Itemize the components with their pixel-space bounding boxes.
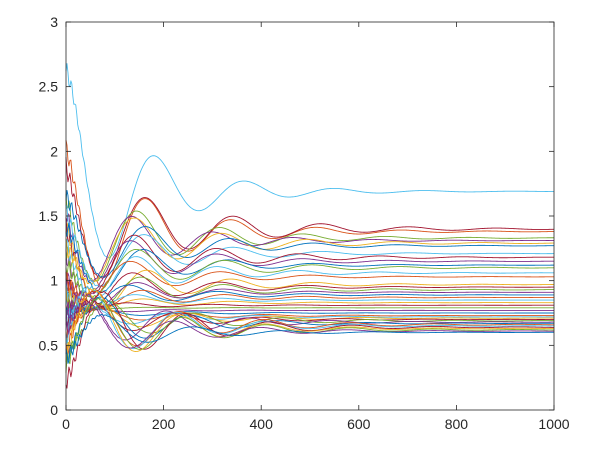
series-line-23	[65, 298, 554, 316]
series-line-34	[65, 289, 555, 357]
x-tick-label: 200	[152, 416, 176, 432]
y-tick-label: 2	[50, 143, 58, 159]
series-line-29	[65, 302, 554, 342]
series-line-37	[65, 288, 555, 369]
series-line-13	[65, 238, 555, 301]
series-line-8	[65, 204, 554, 288]
series-line-15	[65, 238, 555, 309]
series-line-26	[65, 307, 554, 324]
series-line-7	[65, 189, 555, 278]
y-tick-label: 0.5	[39, 337, 59, 353]
x-tick-label: 400	[250, 416, 274, 432]
series-line-31	[65, 300, 555, 363]
x-tick-label: 600	[347, 416, 371, 432]
series-line-20	[65, 272, 554, 310]
series-line-40	[65, 313, 555, 364]
x-tick-label: 1000	[538, 416, 569, 432]
x-axis: 0 200 400 600 800 1000	[62, 22, 570, 432]
series-line-16	[65, 271, 555, 314]
series-line-17	[65, 260, 554, 311]
series-line-4	[65, 194, 554, 283]
series-line-11	[65, 223, 554, 293]
series-line-10	[65, 240, 555, 298]
series-line-9	[65, 217, 555, 294]
series-line-1	[65, 63, 554, 259]
axes-box	[65, 21, 555, 411]
series-line-24	[65, 299, 554, 316]
series-line-36	[65, 291, 555, 389]
y-tick-label: 0	[50, 402, 58, 418]
series-line-2	[65, 139, 555, 288]
series-line-22	[65, 286, 555, 310]
y-tick-label: 2.5	[39, 79, 59, 95]
series-line-35	[65, 285, 555, 350]
series-line-25	[65, 301, 554, 321]
y-tick-label: 3	[50, 14, 58, 30]
series-line-18	[65, 272, 554, 311]
series-line-21	[65, 283, 554, 311]
x-tick-label: 0	[62, 416, 70, 432]
y-axis: 0 0.5 1 1.5 2 2.5 3	[39, 14, 554, 418]
series-line-28	[65, 302, 555, 327]
series-line-6	[65, 217, 555, 285]
series-layer	[65, 63, 555, 389]
series-line-30	[65, 299, 554, 339]
y-tick-label: 1	[50, 273, 58, 289]
y-tick-label: 1.5	[39, 208, 59, 224]
series-line-19	[65, 284, 554, 315]
series-line-32	[65, 290, 554, 341]
series-line-12	[65, 246, 555, 299]
x-tick-label: 800	[445, 416, 469, 432]
series-line-3	[65, 157, 555, 279]
series-line-38	[65, 297, 555, 373]
